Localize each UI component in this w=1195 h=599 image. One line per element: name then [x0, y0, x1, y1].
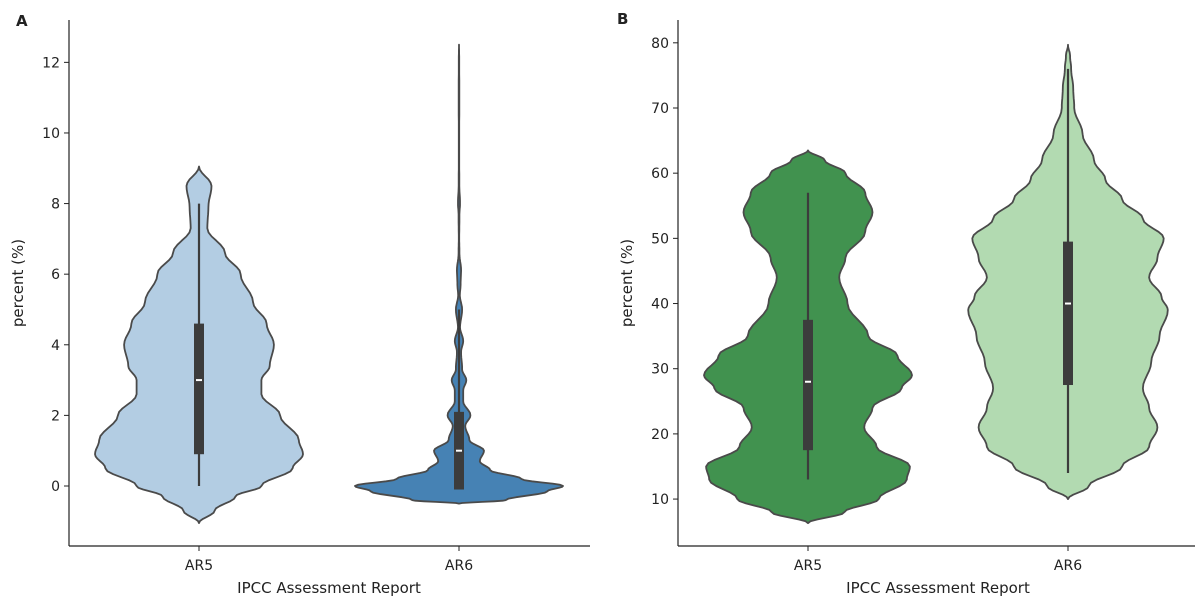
panel-a-x-axis-label: IPCC Assessment Report [237, 579, 421, 597]
panel-a-y-tick-label: 2 [51, 408, 60, 424]
panel-b-y-tick-label: 60 [651, 166, 669, 182]
panel-b-iqr-box-ar6 [1063, 241, 1073, 386]
panel-b-y-tick-label: 10 [651, 492, 669, 508]
panel-b-y-axis-label: percent (%) [618, 239, 636, 327]
panel-a-y-tick-label: 6 [51, 267, 60, 283]
panel-a-x-tick-label: AR6 [445, 558, 473, 574]
panel-b-y-tick-label: 70 [651, 101, 669, 117]
panel-a-x-tick-label: AR5 [185, 558, 213, 574]
panel-a-violin-ar6 [354, 43, 564, 505]
panel-a-y-tick-label: 10 [42, 126, 60, 142]
panel-a-y-tick-label: 12 [42, 55, 60, 71]
panel-a-y-tick-label: 4 [51, 338, 60, 354]
panel-b-y-tick-label: 80 [651, 36, 669, 52]
panel-a: A percent (%) IPCC Assessment Report 0 2 4… [9, 12, 590, 597]
panel-b-x-tick-label: AR6 [1054, 558, 1082, 574]
panel-a-y-tick-label: 8 [51, 197, 60, 213]
panel-a-label: A [16, 12, 28, 30]
panel-b-label: B [617, 10, 628, 28]
panel-a-y-tick-label: 0 [51, 479, 60, 495]
panel-a-y-axis-label: percent (%) [9, 239, 27, 327]
panel-b: B percent (%) IPCC Assessment Report 10 2… [617, 10, 1195, 597]
panel-b-y-tick-label: 30 [651, 362, 669, 378]
panel-a-iqr-box-ar5 [194, 323, 204, 455]
panel-b-iqr-box-ar5 [803, 319, 813, 451]
panel-b-y-tick-label: 40 [651, 297, 669, 313]
panel-b-y-tick-label: 20 [651, 427, 669, 443]
panel-b-y-tick-label: 50 [651, 231, 669, 247]
panel-b-x-tick-label: AR5 [794, 558, 822, 574]
panel-b-x-axis-label: IPCC Assessment Report [846, 579, 1030, 597]
